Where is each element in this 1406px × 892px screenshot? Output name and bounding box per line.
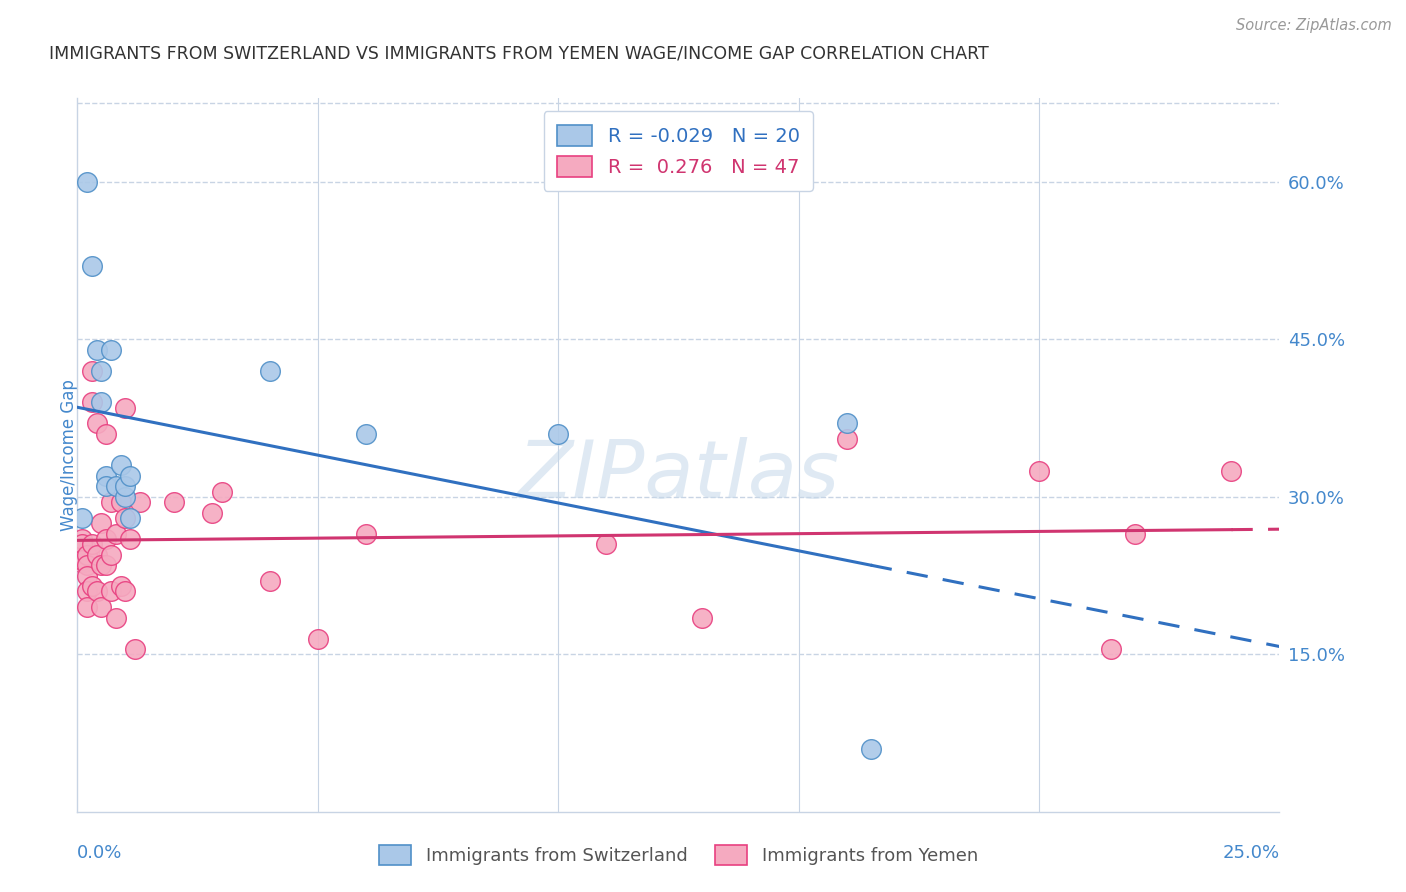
Point — [114, 584, 136, 599]
Point — [80, 395, 103, 409]
Point — [1028, 464, 1050, 478]
Point — [70, 553, 93, 567]
Y-axis label: Wage/Income Gap: Wage/Income Gap — [60, 379, 77, 531]
Point — [70, 511, 93, 525]
Point — [354, 526, 377, 541]
Point — [90, 558, 112, 573]
Point — [259, 574, 281, 588]
Point — [1099, 642, 1122, 657]
Point — [86, 417, 108, 431]
Point — [100, 343, 122, 357]
Text: IMMIGRANTS FROM SWITZERLAND VS IMMIGRANTS FROM YEMEN WAGE/INCOME GAP CORRELATION: IMMIGRANTS FROM SWITZERLAND VS IMMIGRANT… — [49, 45, 988, 62]
Point — [96, 426, 118, 441]
Point — [96, 532, 118, 546]
Point — [307, 632, 329, 646]
Point — [1220, 464, 1243, 478]
Point — [70, 548, 93, 562]
Point — [86, 343, 108, 357]
Point — [104, 479, 127, 493]
Point — [70, 532, 93, 546]
Text: 0.0%: 0.0% — [77, 844, 122, 862]
Point — [110, 579, 132, 593]
Point — [547, 426, 569, 441]
Point — [90, 600, 112, 615]
Point — [104, 610, 127, 624]
Point — [124, 642, 146, 657]
Text: Source: ZipAtlas.com: Source: ZipAtlas.com — [1236, 18, 1392, 33]
Point — [835, 432, 858, 446]
Point — [859, 741, 882, 756]
Point — [114, 490, 136, 504]
Point — [96, 469, 118, 483]
Point — [114, 479, 136, 493]
Point — [90, 395, 112, 409]
Point — [354, 426, 377, 441]
Point — [96, 479, 118, 493]
Point — [90, 364, 112, 378]
Point — [76, 584, 98, 599]
Point — [80, 537, 103, 551]
Point — [259, 364, 281, 378]
Point — [835, 417, 858, 431]
Point — [90, 516, 112, 530]
Point — [80, 259, 103, 273]
Point — [76, 175, 98, 189]
Point — [86, 548, 108, 562]
Point — [110, 458, 132, 473]
Point — [211, 484, 233, 499]
Legend: Immigrants from Switzerland, Immigrants from Yemen: Immigrants from Switzerland, Immigrants … — [370, 836, 987, 874]
Point — [100, 548, 122, 562]
Point — [114, 401, 136, 415]
Point — [201, 506, 224, 520]
Point — [104, 526, 127, 541]
Point — [162, 495, 184, 509]
Point — [114, 511, 136, 525]
Point — [70, 537, 93, 551]
Point — [120, 532, 142, 546]
Text: 25.0%: 25.0% — [1222, 844, 1279, 862]
Point — [120, 511, 142, 525]
Point — [80, 579, 103, 593]
Point — [128, 495, 150, 509]
Point — [86, 584, 108, 599]
Point — [96, 558, 118, 573]
Point — [76, 548, 98, 562]
Point — [595, 537, 617, 551]
Text: ZIPatlas: ZIPatlas — [517, 437, 839, 516]
Point — [76, 568, 98, 582]
Point — [120, 469, 142, 483]
Point — [110, 495, 132, 509]
Point — [692, 610, 714, 624]
Point — [76, 600, 98, 615]
Point — [100, 584, 122, 599]
Point — [1123, 526, 1146, 541]
Point — [80, 364, 103, 378]
Point — [76, 558, 98, 573]
Point — [100, 495, 122, 509]
